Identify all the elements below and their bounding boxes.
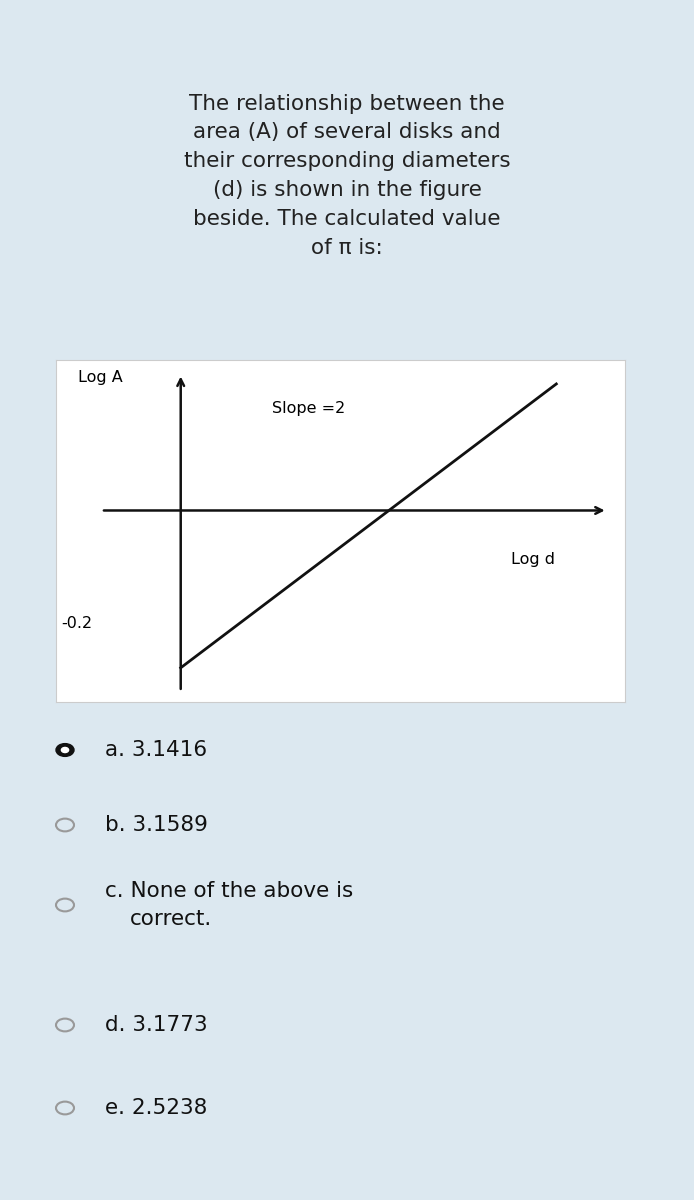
Text: a. 3.1416: a. 3.1416 xyxy=(105,740,207,760)
Text: e. 2.5238: e. 2.5238 xyxy=(105,1098,208,1118)
Text: Slope =2: Slope =2 xyxy=(272,401,345,416)
Text: -0.2: -0.2 xyxy=(61,616,92,631)
Text: Log A: Log A xyxy=(78,371,123,385)
Text: correct.: correct. xyxy=(130,910,212,929)
Text: Log d: Log d xyxy=(511,552,555,566)
Text: d. 3.1773: d. 3.1773 xyxy=(105,1015,208,1034)
Ellipse shape xyxy=(61,748,69,752)
Text: The relationship between the
area (A) of several disks and
their corresponding d: The relationship between the area (A) of… xyxy=(184,94,510,258)
Text: b. 3.1589: b. 3.1589 xyxy=(105,815,208,835)
Ellipse shape xyxy=(56,744,74,756)
Text: c. None of the above is: c. None of the above is xyxy=(105,881,353,901)
